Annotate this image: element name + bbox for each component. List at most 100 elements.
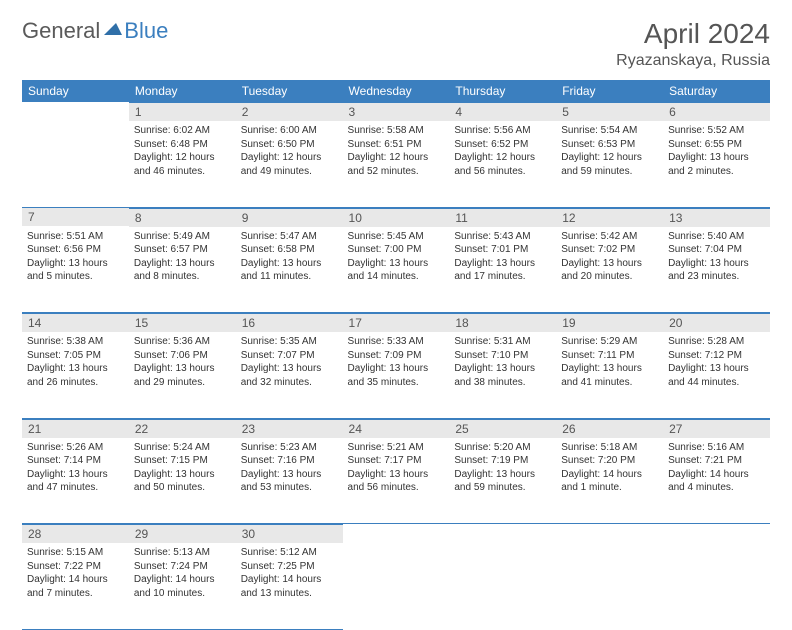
sunrise-text: Sunrise: 5:54 AM (561, 124, 658, 138)
daylight-text: Daylight: 14 hours and 10 minutes. (134, 573, 231, 600)
weekday-header-row: SundayMondayTuesdayWednesdayThursdayFrid… (22, 80, 770, 102)
daylight-text: Daylight: 13 hours and 2 minutes. (668, 151, 765, 178)
content-row: Sunrise: 5:51 AMSunset: 6:56 PM Daylight:… (22, 227, 770, 313)
daylight-text: Daylight: 13 hours and 41 minutes. (561, 362, 658, 389)
day-content: Sunrise: 5:51 AMSunset: 6:56 PMDaylight:… (22, 227, 129, 289)
sunset-text: Sunset: 7:00 PM (348, 243, 445, 257)
day-content: Sunrise: 5:49 AMSunset: 6:57 PMDaylight:… (129, 227, 236, 289)
empty-cell (556, 524, 663, 544)
day-content: Sunrise: 5:45 AMSunset: 7:00 PMDaylight:… (343, 227, 450, 289)
sunrise-text: Sunrise: 5:42 AM (561, 230, 658, 244)
sunset-text: Sunset: 6:58 PM (241, 243, 338, 257)
calendar-table: SundayMondayTuesdayWednesdayThursdayFrid… (22, 80, 770, 630)
daylight-text: Daylight: 14 hours and 4 minutes. (668, 468, 765, 495)
day-number: 11 (449, 208, 556, 227)
brand-part2: Blue (124, 18, 168, 44)
daylight-text: Daylight: 13 hours and 26 minutes. (27, 362, 124, 389)
day-content: Sunrise: 5:24 AMSunset: 7:15 PMDaylight:… (129, 438, 236, 500)
empty-cell (449, 543, 556, 629)
title-block: April 2024 Ryazanskaya, Russia (616, 18, 770, 70)
day-content: Sunrise: 5:12 AMSunset: 7:25 PMDaylight:… (236, 543, 343, 605)
sunrise-text: Sunrise: 5:52 AM (668, 124, 765, 138)
empty-cell (22, 102, 129, 121)
weekday-header: Wednesday (343, 80, 450, 102)
daylight-text: Daylight: 13 hours and 53 minutes. (241, 468, 338, 495)
sunset-text: Sunset: 7:25 PM (241, 560, 338, 574)
sunset-text: Sunset: 7:12 PM (668, 349, 765, 363)
day-content: Sunrise: 5:40 AMSunset: 7:04 PMDaylight:… (663, 227, 770, 289)
sunset-text: Sunset: 7:21 PM (668, 454, 765, 468)
day-number: 15 (129, 313, 236, 332)
sunset-text: Sunset: 6:52 PM (454, 138, 551, 152)
day-number: 7 (22, 207, 129, 226)
sunrise-text: Sunrise: 5:16 AM (668, 441, 765, 455)
daynum-row: 14151617181920 (22, 313, 770, 333)
daynum-row: 78910111213 (22, 207, 770, 227)
day-number: 18 (449, 313, 556, 332)
day-number: 13 (663, 208, 770, 227)
day-content: Sunrise: 5:15 AMSunset: 7:22 PMDaylight:… (22, 543, 129, 605)
day-content: Sunrise: 5:21 AMSunset: 7:17 PMDaylight:… (343, 438, 450, 500)
day-content: Sunrise: 5:16 AMSunset: 7:21 PMDaylight:… (663, 438, 770, 500)
day-content: Sunrise: 5:47 AMSunset: 6:58 PMDaylight:… (236, 227, 343, 289)
day-number: 26 (556, 419, 663, 438)
sunrise-text: Sunrise: 5:26 AM (27, 441, 124, 455)
sunrise-text: Sunrise: 5:38 AM (27, 335, 124, 349)
daynum-row: 123456 (22, 102, 770, 121)
empty-cell (343, 543, 450, 629)
sunrise-text: Sunrise: 5:28 AM (668, 335, 765, 349)
day-number: 5 (556, 102, 663, 121)
sunrise-text: Sunrise: 5:21 AM (348, 441, 445, 455)
logo-triangle-icon (104, 21, 122, 42)
day-content: Sunrise: 5:33 AMSunset: 7:09 PMDaylight:… (343, 332, 450, 394)
sunrise-text: Sunrise: 5:49 AM (134, 230, 231, 244)
day-number: 20 (663, 313, 770, 332)
sunrise-text: Sunrise: 5:51 AM (27, 230, 124, 244)
empty-cell (663, 543, 770, 629)
sunset-text: Sunset: 6:57 PM (134, 243, 231, 257)
daynum-row: 21222324252627 (22, 418, 770, 438)
weekday-header: Thursday (449, 80, 556, 102)
day-content: Sunrise: 6:00 AMSunset: 6:50 PMDaylight:… (236, 121, 343, 183)
sunrise-text: Sunrise: 5:24 AM (134, 441, 231, 455)
day-number: 25 (449, 419, 556, 438)
day-content: Sunrise: 5:20 AMSunset: 7:19 PMDaylight:… (449, 438, 556, 500)
sunrise-text: Sunrise: 5:12 AM (241, 546, 338, 560)
sunrise-text: Sunrise: 5:15 AM (27, 546, 124, 560)
daylight-text: Daylight: 13 hours and 17 minutes. (454, 257, 551, 284)
daynum-row: 282930 (22, 524, 770, 544)
empty-cell (449, 524, 556, 544)
sunrise-text: Sunrise: 5:47 AM (241, 230, 338, 244)
daylight-text: Daylight: 13 hours and 47 minutes. (27, 468, 124, 495)
day-number: 4 (449, 102, 556, 121)
day-number: 22 (129, 419, 236, 438)
daylight-text: Daylight: 13 hours and 14 minutes. (348, 257, 445, 284)
sunrise-text: Sunrise: 6:00 AM (241, 124, 338, 138)
day-content: Sunrise: 5:26 AMSunset: 7:14 PMDaylight:… (22, 438, 129, 500)
brand-logo: General Blue (22, 18, 168, 44)
content-row: Sunrise: 6:02 AMSunset: 6:48 PMDaylight:… (22, 121, 770, 207)
sunset-text: Sunset: 7:19 PM (454, 454, 551, 468)
sunset-text: Sunset: 7:06 PM (134, 349, 231, 363)
sunset-text: Sunset: 7:11 PM (561, 349, 658, 363)
sunset-text: Sunset: 7:09 PM (348, 349, 445, 363)
sunset-text: Sunset: 7:20 PM (561, 454, 658, 468)
sunset-text: Sunset: 7:04 PM (668, 243, 765, 257)
daylight-text: Daylight: 13 hours and 20 minutes. (561, 257, 658, 284)
day-content: Sunrise: 5:36 AMSunset: 7:06 PMDaylight:… (129, 332, 236, 394)
day-content: Sunrise: 5:13 AMSunset: 7:24 PMDaylight:… (129, 543, 236, 605)
sunset-text: Sunset: 7:14 PM (27, 454, 124, 468)
day-content: Sunrise: 5:31 AMSunset: 7:10 PMDaylight:… (449, 332, 556, 394)
day-number: 16 (236, 313, 343, 332)
day-number: 19 (556, 313, 663, 332)
sunrise-text: Sunrise: 5:13 AM (134, 546, 231, 560)
daylight-text: Daylight: 12 hours and 49 minutes. (241, 151, 338, 178)
location-label: Ryazanskaya, Russia (616, 52, 770, 70)
sunset-text: Sunset: 6:56 PM (27, 243, 124, 257)
sunrise-text: Sunrise: 5:20 AM (454, 441, 551, 455)
daylight-text: Daylight: 13 hours and 50 minutes. (134, 468, 231, 495)
daylight-text: Daylight: 13 hours and 8 minutes. (134, 257, 231, 284)
day-number: 6 (663, 102, 770, 121)
day-content: Sunrise: 5:35 AMSunset: 7:07 PMDaylight:… (236, 332, 343, 394)
content-row: Sunrise: 5:38 AMSunset: 7:05 PMDaylight:… (22, 332, 770, 418)
